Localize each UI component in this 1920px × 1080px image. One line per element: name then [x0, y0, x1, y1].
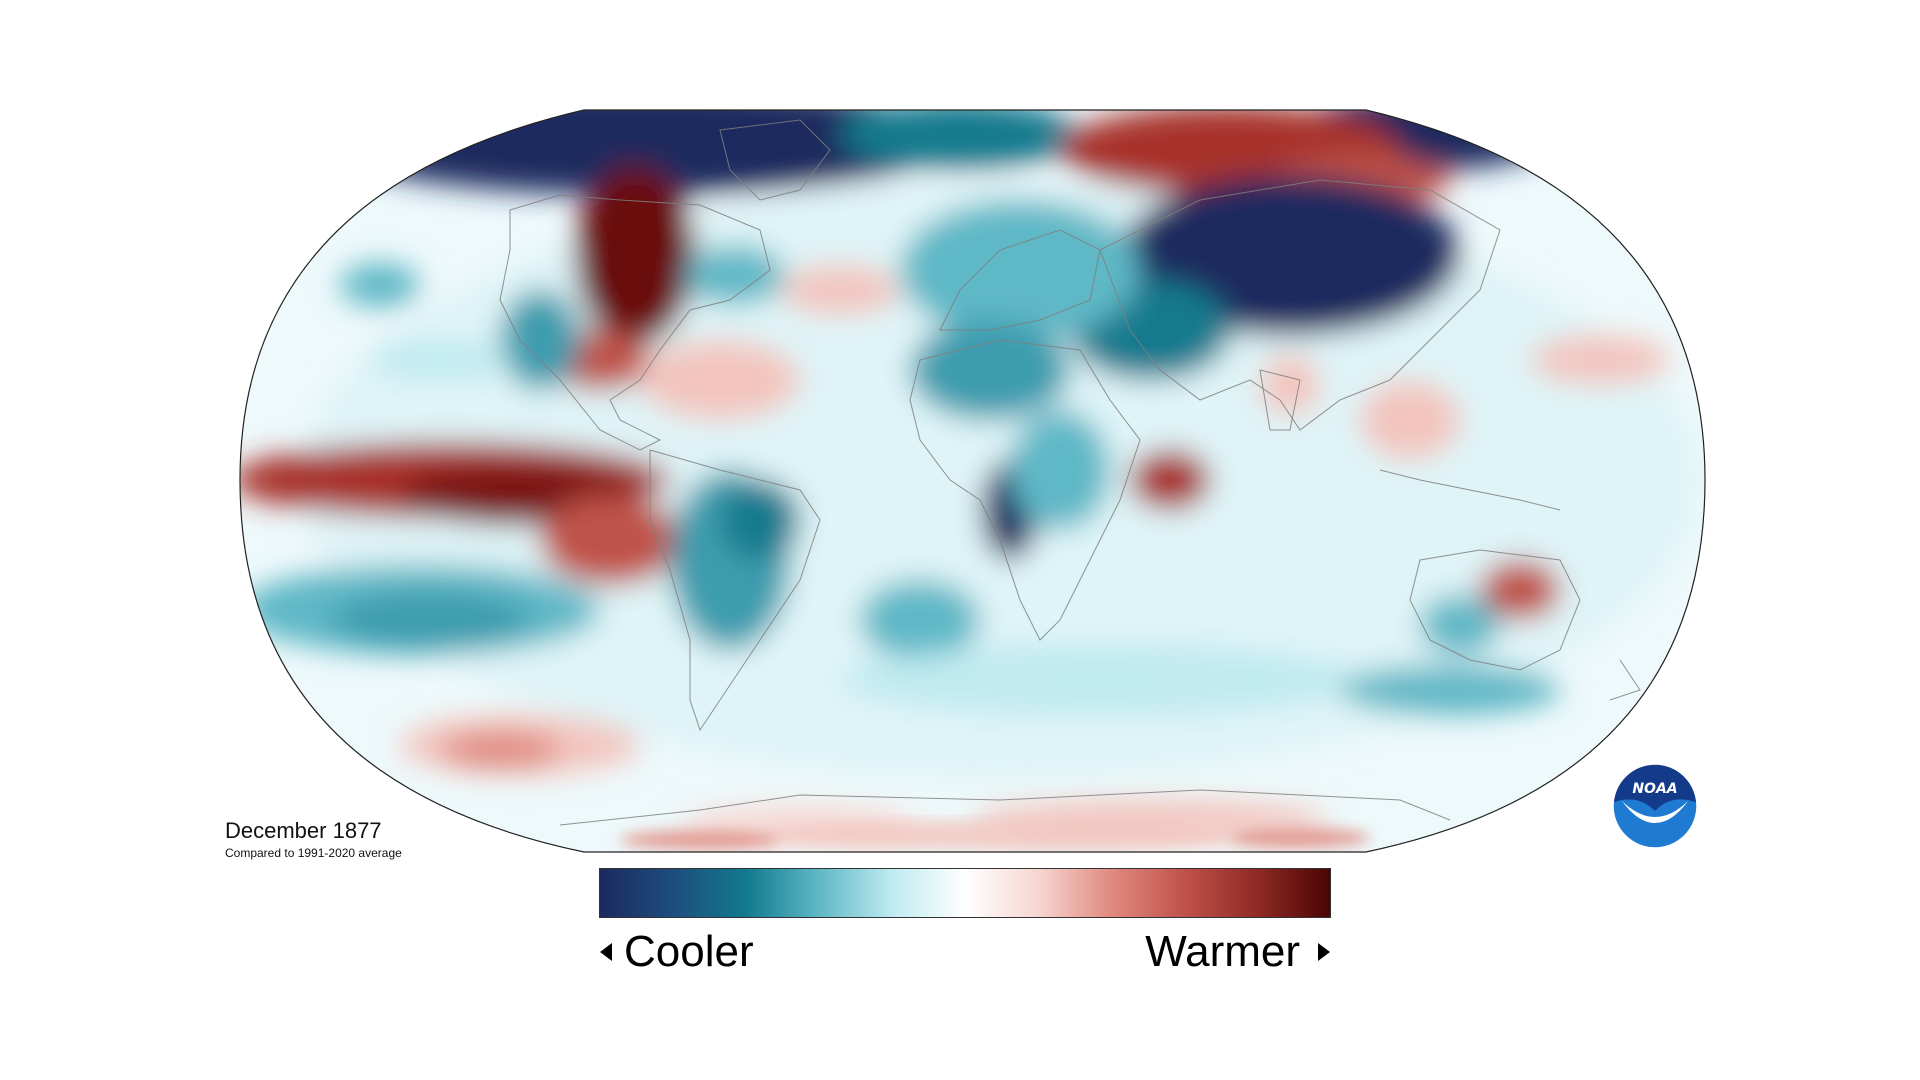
colorbar [599, 868, 1331, 918]
coastlines [499, 119, 1641, 826]
logo-top [1613, 764, 1697, 811]
globe-outline [239, 109, 1706, 853]
logo-bird-icon [1622, 801, 1688, 823]
left-arrow-icon [600, 943, 612, 961]
colorbar-left-label: Cooler [600, 924, 754, 980]
map-subtitle: Compared to 1991-2020 average [225, 846, 402, 860]
right-arrow-icon [1318, 943, 1330, 961]
colorbar-right-label: Warmer [1145, 924, 1330, 980]
anomaly-field [240, 110, 1705, 852]
map-title: December 1877 [225, 818, 382, 843]
noaa-logo-text: NOAA [1632, 781, 1677, 797]
cooler-label: Cooler [624, 927, 754, 976]
noaa-logo: NOAA [1612, 763, 1698, 849]
warmer-label: Warmer [1145, 927, 1300, 976]
